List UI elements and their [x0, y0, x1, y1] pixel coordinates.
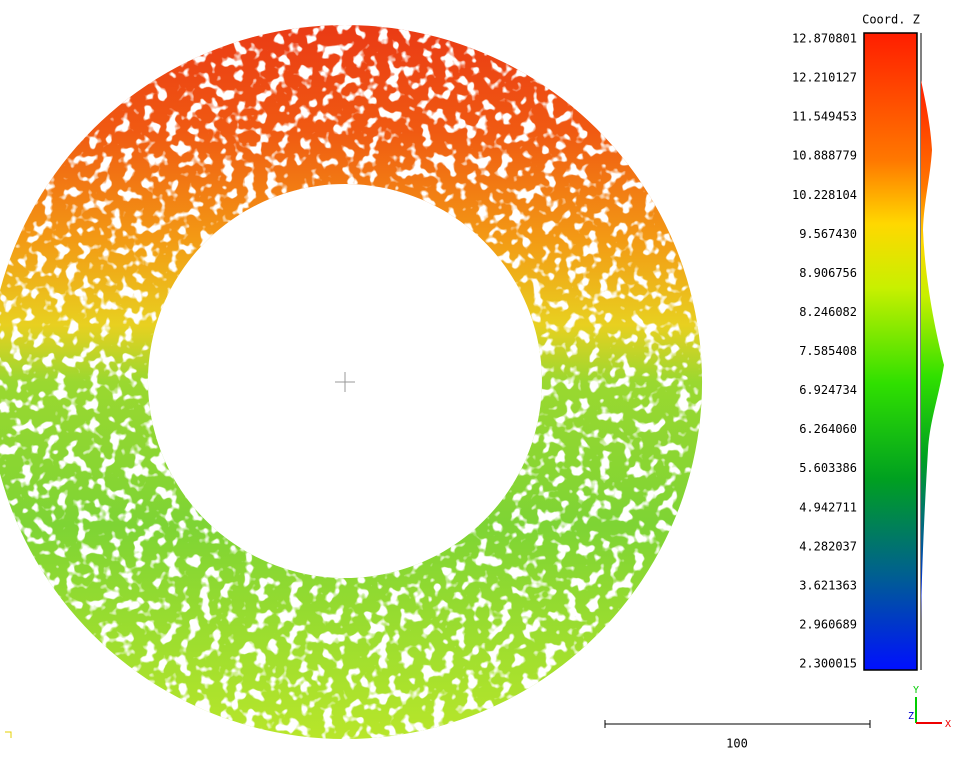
axis-triad: Y Z X [908, 685, 951, 730]
colorbar-tick-label: 11.549453 [792, 110, 857, 124]
colorbar-tick-label: 6.264060 [799, 422, 857, 436]
colorbar-tick-label: 8.906756 [799, 266, 857, 280]
colorbar-tick-label: 12.210127 [792, 71, 857, 85]
colorbar-tick-label: 2.960689 [799, 617, 857, 631]
colorbar-tick-label: 8.246082 [799, 305, 857, 319]
colorbar-tick-label: 7.585408 [799, 344, 857, 358]
axis-x-label: X [945, 719, 951, 730]
scale-bar-label: 100 [726, 737, 748, 751]
color-scale [863, 32, 918, 671]
colorbar-tick-label: 4.282037 [799, 539, 857, 553]
colorbar-tick-label: 4.942711 [799, 500, 857, 514]
colorbar-tick-label: 10.228104 [792, 188, 857, 202]
colorbar-tick-label: 6.924734 [799, 383, 857, 397]
colorbar-tick-label: 12.870801 [792, 32, 857, 46]
colorbar-tick-label: 5.603386 [799, 461, 857, 475]
scale-bar [604, 720, 871, 728]
axis-z-label: Z [908, 711, 914, 722]
corner-mark [5, 731, 12, 738]
colorbar-tick-label: 2.300015 [799, 657, 857, 671]
histogram [920, 33, 944, 670]
axis-y-label: Y [913, 685, 919, 696]
colorbar-tick-label: 9.567430 [799, 227, 857, 241]
colorbar-tick-label: 10.888779 [792, 149, 857, 163]
colorbar-tick-label: 3.621363 [799, 578, 857, 592]
point-cloud [0, 25, 703, 739]
colorbar-ticks: 12.870801 12.210127 11.549453 10.888779 10.2… [792, 32, 857, 671]
colorbar-title: Coord. Z [862, 13, 920, 27]
center-cross [335, 372, 355, 392]
